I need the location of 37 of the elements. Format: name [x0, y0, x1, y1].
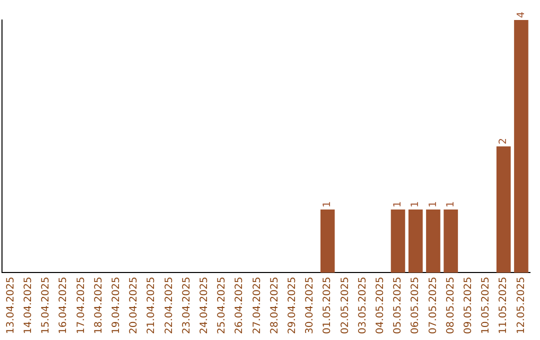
data-label: 4 [516, 12, 527, 18]
x-tick-label: 22.04.2025 [164, 276, 175, 334]
x-tick-label: 01.05.2025 [322, 276, 334, 334]
data-label: 1 [445, 201, 456, 208]
data-label: 1 [322, 201, 334, 208]
x-tick-label: 18.04.2025 [93, 276, 104, 334]
x-tick-label: 03.05.2025 [357, 276, 368, 334]
x-tick-label: 05.05.2025 [392, 276, 404, 334]
x-tick-label: 20.04.2025 [128, 276, 140, 334]
x-tick-label: 04.05.2025 [374, 276, 386, 334]
x-tick-label: 15.04.2025 [40, 276, 52, 334]
x-tick-label: 30.04.2025 [304, 276, 316, 334]
x-tick-label: 27.04.2025 [252, 276, 263, 334]
x-tick-label: 11.05.2025 [498, 276, 510, 334]
x-tick-label: 07.05.2025 [428, 276, 439, 334]
x-tick-label: 17.04.2025 [76, 276, 87, 334]
x-tick-label: 16.04.2025 [58, 276, 70, 334]
x-tick-label: 29.04.2025 [286, 276, 298, 334]
x-tick-label: 12.05.2025 [516, 276, 527, 334]
x-tick-label: 10.05.2025 [480, 276, 492, 334]
x-tick-label: 14.04.2025 [22, 276, 34, 334]
x-tick-label: 08.05.2025 [445, 276, 456, 334]
x-tick-label: 28.04.2025 [269, 276, 280, 334]
x-tick-label: 21.04.2025 [146, 276, 158, 334]
x-tick-label: 19.04.2025 [110, 276, 122, 334]
x-tick-label: 25.04.2025 [216, 276, 228, 334]
x-tick-label: 26.04.2025 [234, 276, 246, 334]
x-tick-label: 09.05.2025 [462, 276, 474, 334]
x-tick-label: 06.05.2025 [410, 276, 422, 334]
data-label: 2 [498, 138, 510, 144]
x-tick-label: 13.04.2025 [5, 276, 16, 334]
data-label: 1 [428, 201, 439, 208]
x-tick-label: 24.04.2025 [198, 276, 210, 334]
data-label: 1 [392, 201, 404, 208]
data-label: 1 [410, 201, 422, 208]
x-tick-label: 23.04.2025 [181, 276, 192, 334]
x-tick-label: 02.05.2025 [340, 276, 351, 334]
